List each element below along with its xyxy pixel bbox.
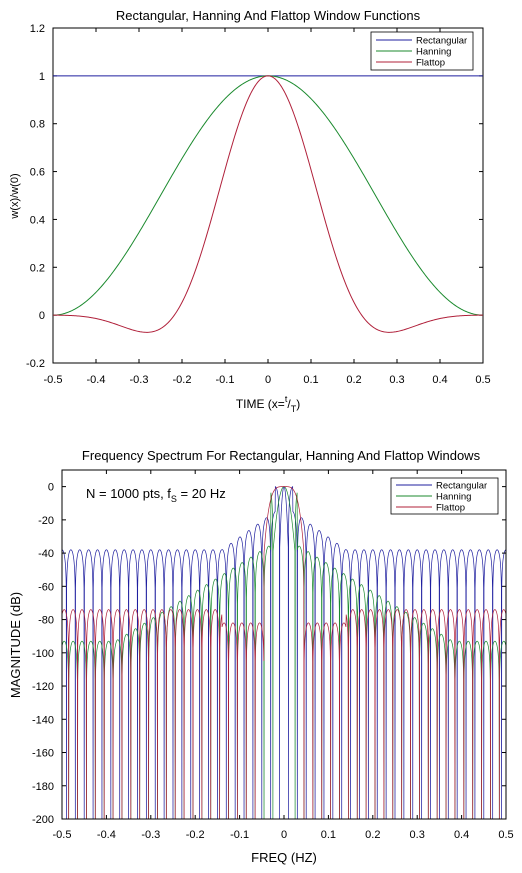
chart1-legend: Rectangular Hanning Flattop	[370, 31, 474, 71]
chart2-y-tick: -160	[32, 748, 54, 760]
chart2-legend: Rectangular Hanning Flattop	[390, 477, 499, 515]
window-functions-chart: Rectangular, Hanning And Flattop Window …	[0, 0, 522, 420]
chart1-y-tick: 0	[39, 310, 45, 322]
chart2-y-axis-label: MAGNITUDE (dB)	[8, 592, 23, 698]
chart2-x-tick: -0.5	[53, 829, 72, 841]
chart2-x-axis-label: FREQ (HZ)	[251, 850, 317, 865]
chart1-x-tick: 0	[265, 374, 271, 386]
chart2-x-tick: -0.4	[97, 829, 116, 841]
chart2-series	[62, 486, 506, 819]
chart2-y-tick: -80	[38, 615, 54, 627]
chart1-y-tick: 1.2	[30, 23, 45, 35]
chart1-y-tick: 0.4	[30, 214, 45, 226]
chart1-y-tick: 0.6	[30, 167, 45, 179]
chart1-axis-ticks	[52, 27, 484, 364]
frequency-spectrum-svg: Frequency Spectrum For Rectangular, Hann…	[8, 448, 514, 865]
chart1-y-tick-labels: -0.2 0 0.2 0.4 0.6 0.8 1 1.2	[26, 23, 45, 370]
chart1-x-tick: -0.2	[173, 374, 192, 386]
chart2-y-tick: -20	[38, 515, 54, 527]
chart1-y-tick: -0.2	[26, 358, 45, 370]
chart2-x-tick: 0.1	[321, 829, 336, 841]
window-functions-svg: Rectangular, Hanning And Flattop Window …	[9, 8, 491, 414]
chart1-x-tick: -0.5	[44, 374, 63, 386]
legend-label-hanning: Hanning	[416, 47, 451, 58]
chart2-x-tick: 0	[281, 829, 287, 841]
chart2-x-tick: 0.5	[498, 829, 513, 841]
legend-label-flattop: Flattop	[436, 503, 465, 514]
legend-label-rectangular: Rectangular	[436, 481, 487, 492]
frequency-spectrum-chart: Frequency Spectrum For Rectangular, Hann…	[0, 440, 522, 873]
chart1-y-tick: 1	[39, 71, 45, 83]
chart1-series	[52, 75, 484, 333]
chart2-x-tick: 0.3	[410, 829, 425, 841]
series-flattop-line	[53, 75, 483, 333]
chart2-y-tick: -140	[32, 714, 54, 726]
chart1-x-tick: 0.2	[346, 374, 361, 386]
chart1-title: Rectangular, Hanning And Flattop Window …	[116, 8, 421, 23]
legend-label-hanning: Hanning	[436, 492, 471, 503]
series-flattop-spectrum	[62, 486, 506, 819]
chart2-y-tick: -60	[38, 581, 54, 593]
series-rectangular-spectrum	[62, 486, 506, 819]
chart2-y-tick: -180	[32, 781, 54, 793]
chart2-y-tick: -200	[32, 814, 54, 826]
chart2-x-tick: 0.2	[365, 829, 380, 841]
chart1-x-tick: 0.1	[303, 374, 318, 386]
chart1-x-tick: 0.4	[432, 374, 447, 386]
chart2-x-tick-labels: -0.5 -0.4 -0.3 -0.2 -0.1 0 0.1 0.2 0.3 0…	[53, 829, 514, 841]
chart2-y-tick: -40	[38, 548, 54, 560]
chart1-x-tick: -0.3	[130, 374, 149, 386]
chart1-x-tick: -0.4	[87, 374, 106, 386]
chart2-annotation: N = 1000 pts, fS = 20 Hz	[86, 486, 226, 504]
chart1-y-tick: 0.8	[30, 119, 45, 131]
chart1-x-tick-labels: -0.5 -0.4 -0.3 -0.2 -0.1 0 0.1 0.2 0.3 0…	[44, 374, 491, 386]
chart2-y-tick: -100	[32, 648, 54, 660]
chart1-y-tick: 0.2	[30, 262, 45, 274]
chart1-y-axis-label: w(x)/w(0)	[9, 173, 21, 219]
chart2-x-tick: -0.3	[141, 829, 160, 841]
chart2-y-tick: 0	[48, 482, 54, 494]
chart1-x-tick: -0.1	[216, 374, 235, 386]
legend-label-rectangular: Rectangular	[416, 36, 467, 47]
chart2-title: Frequency Spectrum For Rectangular, Hann…	[82, 448, 481, 463]
chart1-plot-frame	[52, 27, 484, 364]
chart2-y-tick-labels: 0 -20 -40 -60 -80 -100 -120 -140 -160 -1…	[32, 482, 54, 826]
chart2-x-tick: -0.2	[186, 829, 205, 841]
chart1-x-tick: 0.5	[475, 374, 490, 386]
chart2-x-tick: -0.1	[230, 829, 249, 841]
chart2-axis-ticks	[61, 470, 507, 820]
legend-label-flattop: Flattop	[416, 58, 445, 69]
chart1-x-tick: 0.3	[389, 374, 404, 386]
series-hanning-line	[52, 75, 484, 316]
chart2-x-tick: 0.4	[454, 829, 469, 841]
chart1-x-axis-label: TIME (x=t/T)	[236, 394, 300, 414]
chart2-y-tick: -120	[32, 681, 54, 693]
